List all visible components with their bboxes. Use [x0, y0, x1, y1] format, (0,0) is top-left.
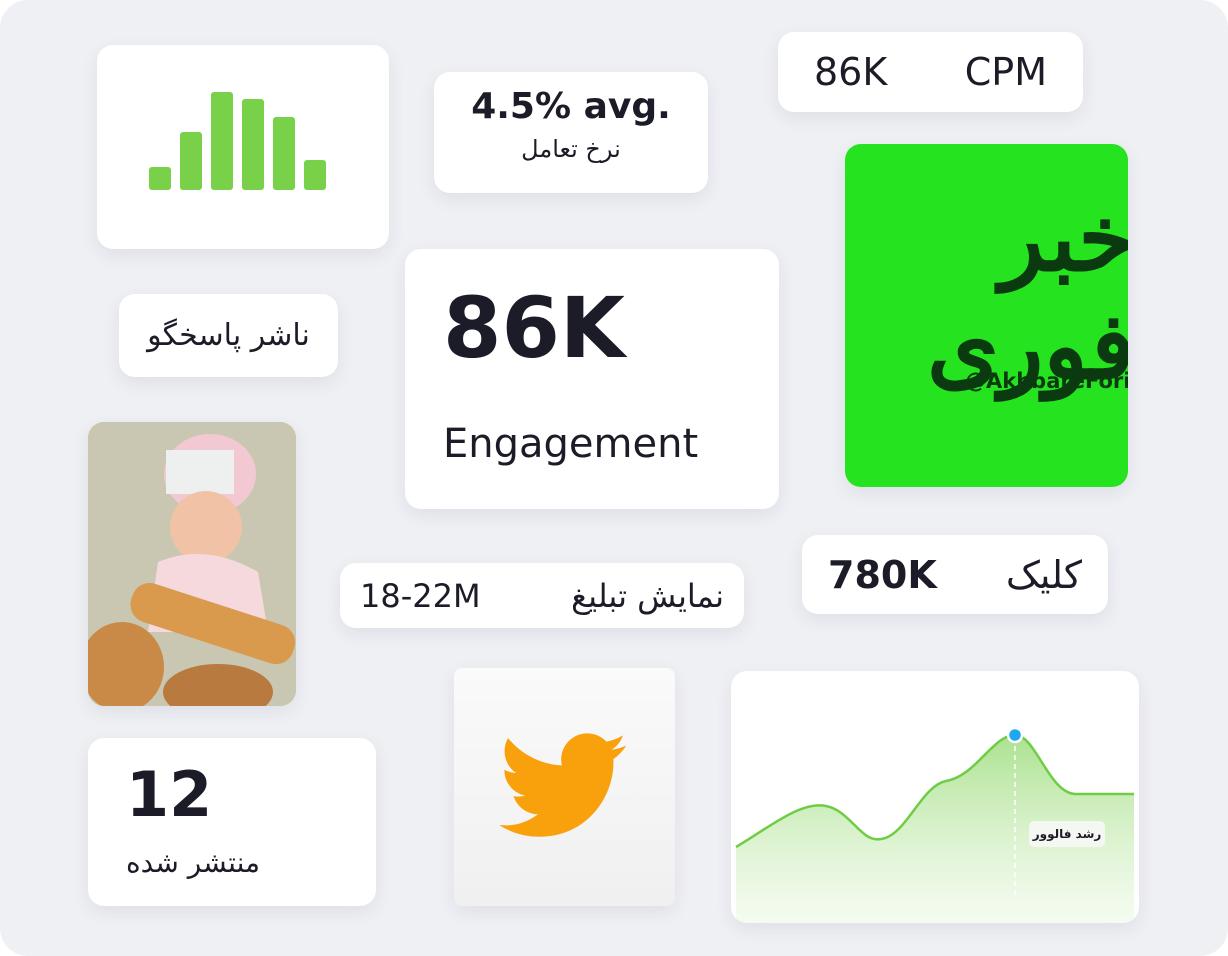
engagement-card: 86K Engagement [405, 249, 779, 509]
bar-icon-card [97, 45, 389, 249]
published-card: 12 منتشر شده [88, 738, 376, 906]
chart-label: رشد فالوور [1032, 827, 1102, 841]
logo-title: خبر فوری [927, 184, 1128, 400]
channel-logo: خبر فوری @AkhbareFori [845, 144, 1128, 487]
rate-value: 4.5% avg. [471, 86, 671, 127]
impressions-value: 18-22M [360, 576, 481, 615]
cpm-label: CPM [964, 50, 1047, 94]
logo-handle: @AkhbareFori [965, 369, 1128, 393]
photo [88, 422, 296, 706]
twitter-card [454, 668, 675, 906]
publisher-label: ناشر پاسخگو [147, 318, 310, 353]
follower-chart [735, 726, 1134, 923]
rate-label: نرخ تعامل [521, 135, 621, 163]
bar-icon [149, 92, 326, 190]
clicks-card: 780K کلیک [802, 535, 1108, 614]
engagement-value: 86K [443, 279, 625, 377]
cpm-value: 86K [814, 50, 888, 94]
engagement-rate-card: 4.5% avg. نرخ تعامل [434, 72, 708, 193]
engagement-label: Engagement [443, 421, 699, 467]
publisher-card: ناشر پاسخگو [119, 294, 338, 377]
clicks-value: 780K [828, 552, 937, 597]
published-label: منتشر شده [126, 846, 261, 879]
cpm-card: 86K CPM [778, 32, 1083, 112]
published-value: 12 [126, 758, 213, 831]
impressions-label: نمایش تبلیغ [571, 576, 724, 615]
impressions-card: 18-22M نمایش تبلیغ [340, 563, 744, 628]
twitter-icon [499, 733, 627, 837]
photo-art [88, 422, 296, 706]
clicks-label: کلیک [1005, 552, 1082, 597]
follower-chart-card: رشد فالوور [731, 671, 1139, 923]
